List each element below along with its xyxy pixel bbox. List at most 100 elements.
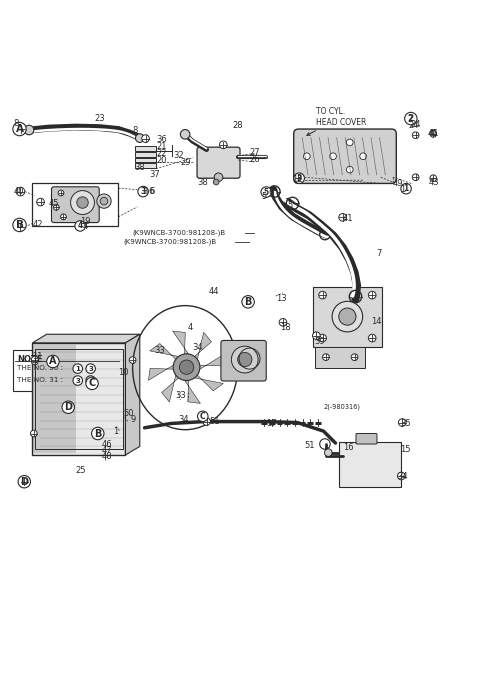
Text: ~: ~: [84, 376, 91, 385]
Circle shape: [360, 153, 366, 160]
Circle shape: [92, 427, 104, 440]
Text: 47: 47: [102, 446, 112, 455]
Circle shape: [213, 179, 219, 185]
Text: 26: 26: [250, 155, 260, 164]
FancyBboxPatch shape: [356, 433, 377, 444]
FancyBboxPatch shape: [294, 129, 396, 183]
Text: 18: 18: [281, 323, 291, 332]
Circle shape: [203, 418, 210, 426]
Polygon shape: [192, 374, 223, 391]
FancyBboxPatch shape: [135, 153, 156, 158]
Text: 23: 23: [95, 114, 105, 123]
Circle shape: [47, 355, 59, 368]
Circle shape: [294, 173, 304, 183]
Circle shape: [430, 175, 437, 181]
Text: 3: 3: [75, 377, 80, 384]
Circle shape: [58, 190, 64, 196]
Text: ~: ~: [84, 364, 91, 373]
Circle shape: [351, 354, 358, 360]
Text: 1: 1: [400, 186, 405, 194]
Text: 46: 46: [102, 440, 112, 449]
Circle shape: [60, 214, 66, 220]
Circle shape: [24, 125, 34, 135]
Circle shape: [73, 364, 83, 373]
Text: 5: 5: [262, 192, 267, 201]
Polygon shape: [183, 379, 201, 403]
Circle shape: [219, 141, 227, 148]
Circle shape: [324, 449, 332, 456]
FancyBboxPatch shape: [33, 183, 118, 226]
Circle shape: [53, 204, 59, 210]
Text: 3: 3: [88, 365, 93, 372]
Circle shape: [13, 218, 26, 232]
Text: 44: 44: [209, 287, 219, 296]
Circle shape: [368, 291, 376, 299]
Text: 14: 14: [371, 317, 382, 326]
Circle shape: [198, 411, 208, 421]
Circle shape: [397, 473, 405, 480]
Text: 13: 13: [276, 295, 287, 303]
FancyBboxPatch shape: [315, 346, 365, 368]
Text: 20: 20: [156, 156, 167, 165]
FancyBboxPatch shape: [312, 286, 382, 346]
Circle shape: [21, 478, 28, 486]
Polygon shape: [162, 373, 180, 402]
Circle shape: [36, 198, 44, 206]
FancyBboxPatch shape: [221, 340, 266, 381]
Circle shape: [18, 475, 31, 488]
Text: 24: 24: [410, 120, 420, 130]
Text: D: D: [20, 477, 28, 486]
Circle shape: [323, 354, 329, 360]
Text: 9: 9: [130, 414, 135, 424]
Circle shape: [398, 419, 406, 426]
Text: TO CYL.
HEAD COVER: TO CYL. HEAD COVER: [307, 107, 367, 135]
Text: 2: 2: [407, 116, 412, 125]
Text: 3: 3: [142, 187, 147, 196]
Circle shape: [31, 430, 37, 437]
FancyBboxPatch shape: [135, 163, 156, 168]
Circle shape: [73, 376, 83, 385]
Text: 15: 15: [400, 444, 410, 454]
Text: 37: 37: [149, 170, 160, 179]
Text: 5: 5: [288, 202, 293, 211]
Text: 4: 4: [77, 221, 83, 230]
Circle shape: [129, 357, 136, 363]
Circle shape: [13, 122, 26, 136]
Circle shape: [405, 112, 417, 125]
Text: B: B: [94, 428, 101, 438]
Text: 16: 16: [343, 443, 353, 452]
Circle shape: [401, 183, 411, 194]
Text: 38: 38: [197, 178, 208, 187]
Text: A: A: [49, 356, 57, 367]
Text: 12: 12: [292, 175, 303, 184]
Text: 19: 19: [80, 217, 91, 225]
Text: 35: 35: [400, 419, 410, 428]
Circle shape: [294, 174, 302, 182]
Text: 3: 3: [297, 174, 302, 183]
Circle shape: [368, 335, 376, 342]
Text: 48: 48: [102, 452, 112, 461]
Circle shape: [238, 352, 252, 367]
Circle shape: [17, 125, 25, 133]
Circle shape: [347, 139, 353, 146]
Text: NOTE: NOTE: [17, 355, 43, 364]
Text: THE NO. 31 :: THE NO. 31 :: [17, 377, 63, 383]
Circle shape: [86, 364, 96, 373]
Text: 33: 33: [176, 391, 186, 400]
Circle shape: [231, 346, 258, 373]
Circle shape: [412, 174, 419, 181]
Text: 4: 4: [188, 323, 193, 332]
Circle shape: [173, 354, 200, 381]
Text: 25: 25: [75, 466, 86, 475]
Text: 49: 49: [393, 179, 403, 188]
Circle shape: [332, 301, 363, 332]
Circle shape: [339, 308, 356, 326]
Polygon shape: [125, 335, 140, 455]
Text: (K9WNCB-3700:981208-)B: (K9WNCB-3700:981208-)B: [132, 230, 226, 236]
FancyBboxPatch shape: [33, 343, 125, 455]
Circle shape: [319, 291, 326, 299]
Text: 51: 51: [304, 442, 315, 450]
Text: 33: 33: [154, 346, 165, 356]
Polygon shape: [148, 364, 175, 380]
Circle shape: [100, 197, 108, 205]
